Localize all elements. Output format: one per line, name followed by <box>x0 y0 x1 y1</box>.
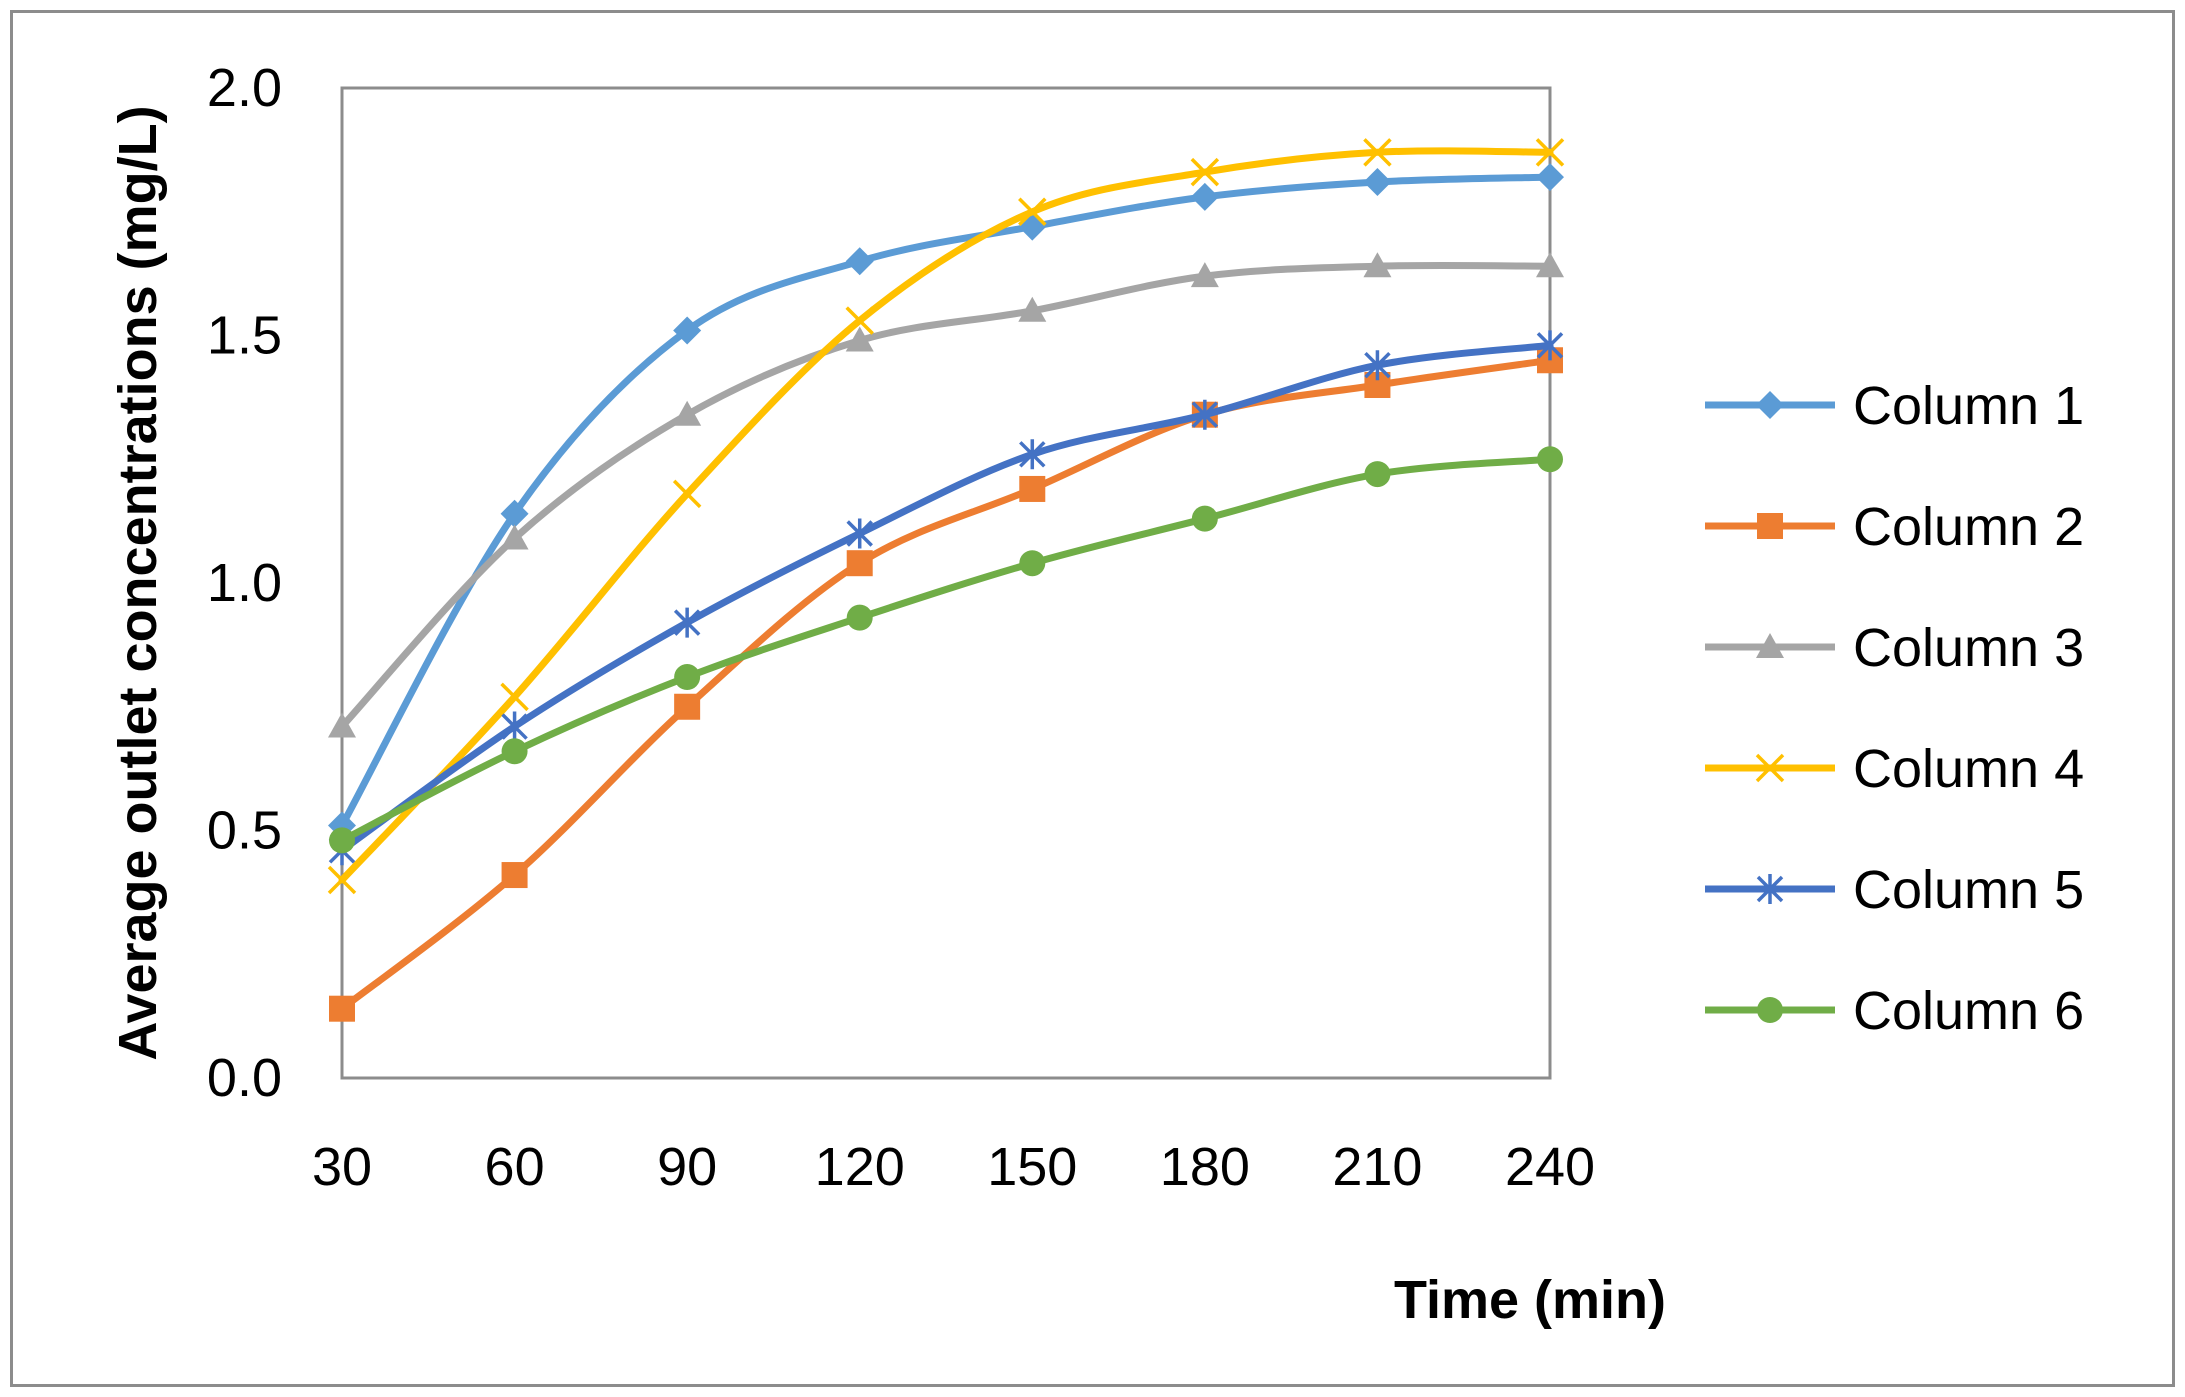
data-point <box>1019 439 1046 470</box>
data-point <box>327 865 357 895</box>
data-point <box>845 326 874 352</box>
data-point <box>1363 138 1392 167</box>
legend-item: Column 3 <box>1705 618 2084 678</box>
data-point <box>329 827 355 854</box>
y-tick-label: 0.0 <box>207 1048 282 1108</box>
data-point <box>1363 168 1392 197</box>
data-point <box>1191 505 1218 532</box>
data-point <box>846 550 873 577</box>
data-point <box>1190 262 1219 288</box>
series-column-4 <box>327 138 1565 895</box>
legend-marker <box>1756 633 1784 658</box>
legend-label: Column 6 <box>1853 981 2084 1041</box>
y-tick-label: 2.0 <box>207 58 282 118</box>
data-point <box>846 518 873 549</box>
data-point <box>674 693 701 720</box>
data-point <box>1018 296 1047 322</box>
x-tick-label: 120 <box>815 1137 905 1197</box>
y-tick-label: 1.5 <box>207 306 282 366</box>
data-point <box>845 247 874 276</box>
data-point <box>673 607 701 638</box>
data-point <box>1535 138 1565 167</box>
y-axis-title: Average outlet concentrations (mg/L) <box>108 105 168 1060</box>
plot-area <box>340 86 1552 1080</box>
data-point <box>1536 163 1564 192</box>
legend-label: Column 2 <box>1853 497 2084 557</box>
x-tick-label: 210 <box>1332 1137 1422 1197</box>
y-tick-label: 1.0 <box>207 553 282 613</box>
legend-item: Column 6 <box>1705 981 2084 1041</box>
series-line <box>338 341 1554 854</box>
data-point <box>1364 461 1391 488</box>
legend-item: Column 4 <box>1705 739 2084 799</box>
data-point <box>500 524 529 550</box>
data-point <box>1536 330 1564 361</box>
x-tick-label: 90 <box>657 1137 717 1197</box>
data-point <box>1191 399 1219 430</box>
data-point <box>501 711 528 742</box>
legend: Column 1 Column 2 Column 3 Column 4 Column 5… <box>1705 376 2084 1041</box>
data-point <box>329 995 355 1022</box>
legend-marker <box>1756 874 1784 904</box>
legend-label: Column 5 <box>1853 860 2084 920</box>
x-axis-title: Time (min) <box>1394 1270 1666 1330</box>
x-tick-label: 240 <box>1505 1137 1595 1197</box>
series-column-3 <box>328 252 1564 738</box>
data-point <box>672 479 702 509</box>
series-column-2 <box>329 347 1563 1022</box>
data-point <box>1190 157 1220 187</box>
data-point <box>500 682 529 712</box>
legend-label: Column 3 <box>1853 618 2084 678</box>
data-point <box>1537 446 1563 473</box>
data-point <box>846 604 873 631</box>
data-point <box>1019 475 1046 502</box>
data-point <box>673 400 702 426</box>
x-tick-label: 150 <box>987 1137 1077 1197</box>
legend-item: Column 2 <box>1705 497 2084 557</box>
data-point <box>501 738 528 765</box>
data-point <box>1364 350 1391 381</box>
x-tick-label: 30 <box>312 1137 372 1197</box>
data-point <box>673 316 702 345</box>
series-column-5 <box>328 330 1564 866</box>
data-point <box>1363 252 1392 278</box>
legend-marker <box>1755 753 1785 783</box>
legend-item: Column 1 <box>1705 376 2084 436</box>
x-tick-label: 180 <box>1160 1137 1250 1197</box>
data-point <box>328 712 356 738</box>
series-line <box>338 356 1554 1013</box>
legend-marker <box>1757 997 1783 1023</box>
data-point <box>500 499 529 528</box>
x-tick-label: 60 <box>485 1137 545 1197</box>
legend-item: Column 5 <box>1705 860 2084 920</box>
legend-marker <box>1756 391 1784 419</box>
data-point <box>674 664 701 691</box>
data-point <box>1190 182 1219 211</box>
legend-marker <box>1757 513 1783 539</box>
y-tick-label: 0.5 <box>207 801 282 861</box>
series-layer <box>327 138 1565 1022</box>
series-column-6 <box>329 446 1563 854</box>
legend-label: Column 1 <box>1853 376 2084 436</box>
x-axis-ticks: 30 60 90 120 150 180 210 240 <box>312 1137 1595 1197</box>
data-point <box>845 306 874 335</box>
data-point <box>1019 550 1046 577</box>
y-axis-ticks: 0.0 0.5 1.0 1.5 2.0 <box>207 58 282 1108</box>
data-point <box>1018 197 1047 226</box>
data-point <box>501 862 528 889</box>
data-point <box>1536 252 1564 278</box>
series-line <box>338 455 1554 844</box>
legend-label: Column 4 <box>1853 739 2084 799</box>
